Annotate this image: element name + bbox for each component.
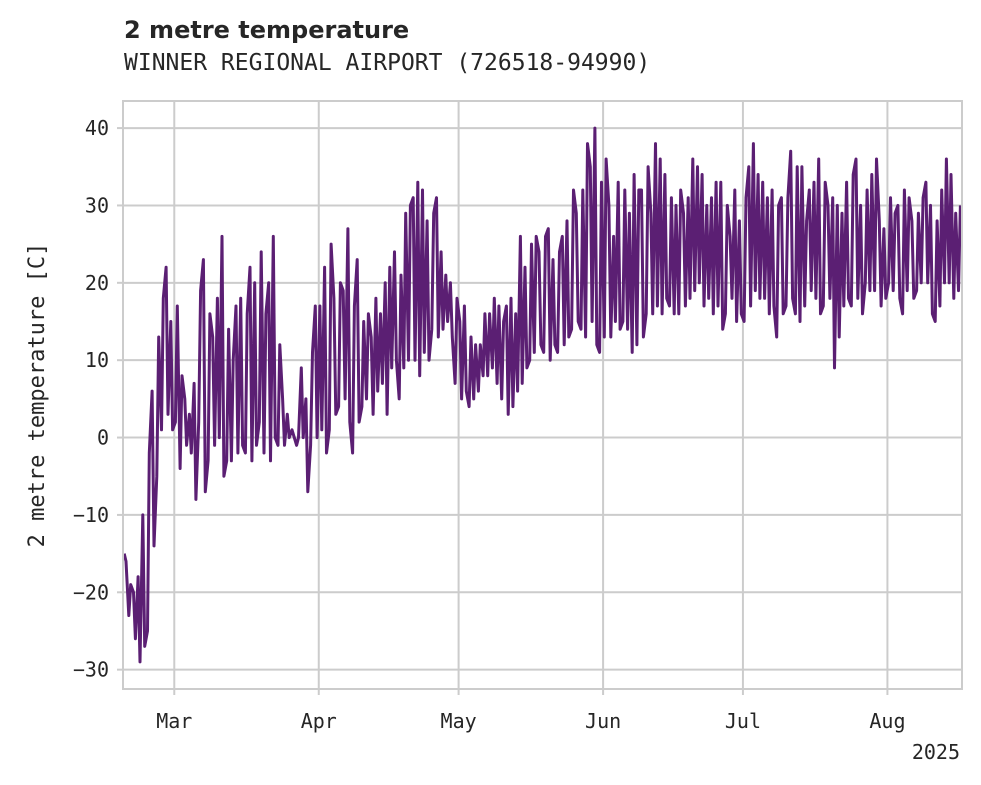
- x-axis-ticks: Mar Apr May Jun Jul Aug: [156, 689, 905, 733]
- x-tick-label: May: [441, 709, 477, 733]
- y-tick-label: −20: [73, 580, 109, 604]
- x-tick-label: Aug: [869, 709, 905, 733]
- y-tick-label: 10: [85, 348, 109, 372]
- x-tick-label: Apr: [301, 709, 337, 733]
- y-axis-label: 2 metre temperature [C]: [25, 243, 50, 548]
- series-group: [122, 126, 962, 664]
- chart-subtitle: WINNER REGIONAL AIRPORT (726518-94990): [124, 50, 651, 76]
- grid-lines: [123, 101, 962, 689]
- x-axis-offset-label: 2025: [912, 740, 960, 764]
- y-tick-label: 40: [85, 116, 109, 140]
- y-tick-label: 20: [85, 271, 109, 295]
- chart-title: 2 metre temperature: [124, 16, 410, 44]
- y-tick-label: 30: [85, 193, 109, 217]
- y-axis-ticks: −30 −20 −10 0 10 20 30 40: [73, 116, 123, 682]
- x-tick-label: Mar: [156, 709, 192, 733]
- series-line: [122, 126, 962, 664]
- y-tick-label: −10: [73, 503, 109, 527]
- y-tick-label: −30: [73, 658, 109, 682]
- y-tick-label: 0: [97, 426, 109, 450]
- x-tick-label: Jul: [725, 709, 761, 733]
- plot-frame: [122, 100, 963, 690]
- x-tick-label: Jun: [585, 709, 621, 733]
